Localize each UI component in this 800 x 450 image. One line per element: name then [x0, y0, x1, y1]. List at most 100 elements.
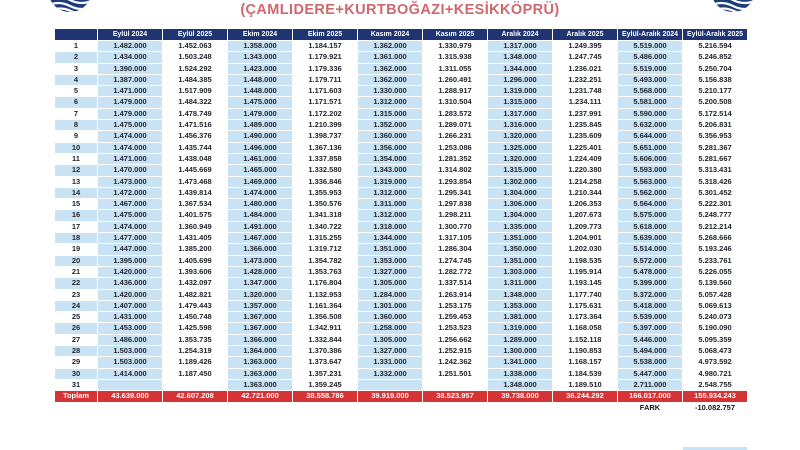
- value-cell: 1.474.000: [98, 131, 162, 142]
- value-cell: 1.366.000: [228, 244, 292, 255]
- value-cell: 1.202.030: [553, 244, 617, 255]
- table-row: 13 1.473.000 1.473.468 1.469.000 1.336.846 1.…: [55, 176, 747, 187]
- value-cell: 1.288.917: [423, 86, 487, 97]
- value-cell: 1.252.915: [423, 346, 487, 357]
- value-cell: 5.486.000: [618, 52, 682, 63]
- value-cell: 1.461.000: [228, 153, 292, 165]
- value-cell: 1.448.000: [228, 86, 292, 97]
- value-cell: 1.432.097: [163, 278, 227, 289]
- value-cell: 5.240.073: [683, 312, 747, 323]
- row-number: 2: [55, 52, 97, 63]
- table-row: 4 1.387.000 1.484.385 1.448.000 1.179.711 1.3…: [55, 74, 747, 86]
- value-cell: 5.514.000: [618, 244, 682, 255]
- value-cell: 1.190.853: [553, 346, 617, 357]
- value-cell: 1.318.000: [358, 221, 422, 233]
- value-cell: 1.484.385: [163, 74, 227, 86]
- total-value-cell: 42.607.208: [163, 391, 227, 402]
- value-cell: 1.320.000: [488, 131, 552, 142]
- value-cell: 5.226.055: [683, 266, 747, 278]
- value-cell: 1.317.105: [423, 233, 487, 244]
- value-cell: 1.231.748: [553, 86, 617, 97]
- value-cell: 1.445.669: [163, 165, 227, 176]
- empty-cell: [358, 403, 422, 413]
- row-number: 5: [55, 86, 97, 97]
- value-cell: 5.156.838: [683, 74, 747, 86]
- value-cell: 1.332.580: [293, 165, 357, 176]
- water-authority-logo-icon: [48, 0, 92, 12]
- value-cell: 1.355.953: [293, 187, 357, 199]
- value-cell: 1.319.000: [488, 323, 552, 334]
- total-value-cell: 39.919.000: [358, 391, 422, 402]
- value-cell: 1.337.514: [423, 278, 487, 289]
- value-cell: 1.373.647: [293, 357, 357, 368]
- table-row: 25 1.431.000 1.450.748 1.367.000 1.356.508 1.…: [55, 312, 747, 323]
- value-cell: 1.366.000: [228, 334, 292, 346]
- column-header: Aralık 2025: [553, 29, 617, 40]
- value-cell: 1.289.000: [488, 334, 552, 346]
- value-cell: 5.172.514: [683, 108, 747, 120]
- value-cell: 1.193.145: [553, 278, 617, 289]
- value-cell: 1.210.344: [553, 187, 617, 199]
- value-cell: 5.095.359: [683, 334, 747, 346]
- table-row: 14 1.472.000 1.439.814 1.474.000 1.355.953 1.…: [55, 187, 747, 199]
- value-cell: 1.474.000: [98, 221, 162, 233]
- row-number: 22: [55, 278, 97, 289]
- row-number: 20: [55, 255, 97, 266]
- value-cell: 5.250.704: [683, 63, 747, 74]
- value-cell: 1.474.000: [228, 187, 292, 199]
- table-header-row: Eylül 2024 Eylül 2025 Ekim 2024 Ekim 2025 Ka…: [55, 29, 747, 40]
- value-cell: 1.524.292: [163, 63, 227, 74]
- row-number: 29: [55, 357, 97, 368]
- value-cell: 1.320.000: [228, 289, 292, 300]
- row-number: 26: [55, 323, 97, 334]
- value-cell: 5.210.177: [683, 86, 747, 97]
- value-cell: 1.405.699: [163, 255, 227, 266]
- value-cell: 1.356.000: [358, 142, 422, 153]
- empty-cell: [488, 403, 552, 413]
- value-cell: 1.358.000: [228, 41, 292, 52]
- value-cell: 4.973.592: [683, 357, 747, 368]
- value-cell: 1.242.362: [423, 357, 487, 368]
- value-cell: 1.224.409: [553, 153, 617, 165]
- value-cell: 1.297.838: [423, 199, 487, 210]
- total-value-cell: 38.558.786: [293, 391, 357, 402]
- value-cell: 1.284.000: [358, 289, 422, 300]
- value-cell: 1.341.318: [293, 210, 357, 221]
- value-cell: 1.352.000: [358, 120, 422, 131]
- value-cell: 1.260.491: [423, 74, 487, 86]
- value-cell: 5.372.000: [618, 289, 682, 300]
- value-cell: 1.479.443: [163, 300, 227, 312]
- value-cell: 5.193.246: [683, 244, 747, 255]
- value-cell: 1.471.516: [163, 120, 227, 131]
- value-cell: 1.303.000: [488, 266, 552, 278]
- value-cell: 1.304.000: [488, 210, 552, 221]
- value-cell: 1.434.000: [98, 52, 162, 63]
- value-cell: 1.363.000: [228, 379, 292, 391]
- value-cell: 5.068.473: [683, 346, 747, 357]
- value-cell: 1.353.000: [358, 255, 422, 266]
- value-cell: 5.216.594: [683, 41, 747, 52]
- value-cell: 1.253.523: [423, 323, 487, 334]
- value-cell: 1.360.000: [358, 131, 422, 142]
- value-cell: 1.348.000: [488, 289, 552, 300]
- value-cell: 1.354.000: [358, 153, 422, 165]
- column-header: Kasım 2024: [358, 29, 422, 40]
- row-number: 24: [55, 300, 97, 312]
- value-cell: 1.330.000: [358, 86, 422, 97]
- value-cell: 1.315.000: [488, 165, 552, 176]
- value-cell: 1.456.376: [163, 131, 227, 142]
- row-number: 21: [55, 266, 97, 278]
- row-number: 9: [55, 131, 97, 142]
- value-cell: 1.335.000: [488, 221, 552, 233]
- value-cell: 1.471.000: [98, 153, 162, 165]
- value-cell: 1.332.844: [293, 334, 357, 346]
- value-cell: 1.312.000: [358, 210, 422, 221]
- row-number: 14: [55, 187, 97, 199]
- value-cell: 1.475.000: [228, 97, 292, 108]
- value-cell: 1.179.921: [293, 52, 357, 63]
- value-cell: 1.360.000: [358, 312, 422, 323]
- value-cell: 5.446.000: [618, 334, 682, 346]
- value-cell: 1.319.000: [488, 86, 552, 97]
- table-row: 31 1.363.000 1.359.245 1.348.000 1.189.510 2.…: [55, 379, 747, 391]
- value-cell: 1.315.000: [488, 97, 552, 108]
